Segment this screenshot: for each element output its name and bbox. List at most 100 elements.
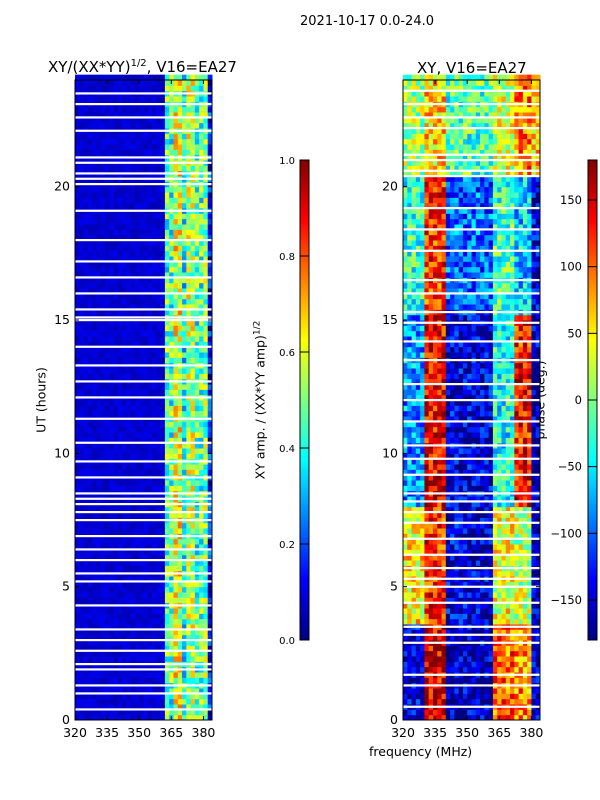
heatmap-cell bbox=[522, 688, 528, 694]
heatmap-cell bbox=[177, 256, 183, 262]
heatmap-cell bbox=[152, 229, 157, 236]
heatmap-cell bbox=[164, 373, 170, 380]
heatmap-cell bbox=[462, 602, 468, 609]
heatmap-cell bbox=[177, 677, 183, 684]
heatmap-cell bbox=[164, 437, 170, 444]
heatmap-cell bbox=[169, 544, 174, 550]
heatmap-cell bbox=[454, 677, 460, 684]
heatmap-cell bbox=[199, 581, 204, 588]
heatmap-cell bbox=[143, 117, 149, 124]
heatmap-cell bbox=[147, 592, 153, 598]
heatmap-cell bbox=[139, 597, 144, 604]
heatmap-cell bbox=[458, 629, 464, 636]
heatmap-cell bbox=[164, 165, 170, 172]
heatmap-cell bbox=[122, 698, 127, 705]
heatmap-cell bbox=[203, 512, 209, 518]
heatmap-cell bbox=[160, 410, 166, 417]
heatmap-cell bbox=[505, 666, 511, 673]
heatmap-cell bbox=[113, 304, 119, 310]
heatmap-cell bbox=[190, 528, 196, 534]
heatmap-cell bbox=[79, 192, 85, 198]
heatmap-cell bbox=[156, 469, 162, 476]
heatmap-cell bbox=[480, 714, 485, 721]
heatmap-cell bbox=[130, 357, 136, 364]
heatmap-cell bbox=[182, 586, 187, 593]
heatmap-cell bbox=[424, 581, 430, 588]
heatmap-cell bbox=[156, 544, 162, 550]
heatmap-cell bbox=[87, 213, 93, 220]
heatmap-cell bbox=[87, 656, 93, 662]
heatmap-cell bbox=[177, 112, 183, 118]
heatmap-cell bbox=[130, 346, 136, 353]
heatmap-cell bbox=[75, 336, 80, 342]
heatmap-cell bbox=[518, 666, 524, 673]
heatmap-cell bbox=[83, 192, 89, 198]
heatmap-cell bbox=[117, 229, 123, 236]
heatmap-cell bbox=[109, 117, 115, 124]
heatmap-cell bbox=[458, 661, 464, 668]
heatmap-cell bbox=[403, 666, 408, 673]
heatmap-cell bbox=[182, 421, 187, 428]
heatmap-cell bbox=[143, 133, 149, 140]
heatmap-cell bbox=[207, 714, 213, 721]
heatmap-cell bbox=[87, 634, 93, 641]
heatmap-cell bbox=[467, 688, 472, 694]
heatmap-cell bbox=[203, 554, 209, 561]
heatmap-cell bbox=[420, 544, 425, 550]
heatmap-cell bbox=[126, 693, 132, 700]
heatmap-cell bbox=[484, 693, 490, 700]
heatmap-cell bbox=[190, 341, 196, 348]
heatmap-cell bbox=[207, 693, 213, 700]
heatmap-cell bbox=[160, 688, 166, 694]
heatmap-cell bbox=[139, 138, 144, 145]
heatmap-cell bbox=[139, 629, 144, 636]
heatmap-cell bbox=[182, 112, 187, 118]
heatmap-cell bbox=[122, 74, 127, 81]
heatmap-cell bbox=[441, 656, 447, 662]
heatmap-cell bbox=[79, 133, 85, 140]
heatmap-cell bbox=[134, 224, 140, 230]
heatmap-cell bbox=[173, 389, 179, 396]
heatmap-cell bbox=[207, 410, 213, 417]
heatmap-cell bbox=[92, 213, 97, 220]
heatmap-cell bbox=[152, 234, 157, 241]
heatmap-cell bbox=[130, 560, 136, 566]
heatmap-cell bbox=[96, 506, 102, 513]
heatmap-cell bbox=[207, 709, 213, 716]
heatmap-cell bbox=[190, 368, 196, 374]
heatmap-cell bbox=[79, 165, 85, 172]
heatmap-cell bbox=[160, 528, 166, 534]
heatmap-cell bbox=[437, 645, 443, 652]
heatmap-cell bbox=[488, 581, 494, 588]
heatmap-cell bbox=[428, 554, 434, 561]
heatmap-cell bbox=[122, 656, 127, 662]
heatmap-cell bbox=[182, 272, 187, 278]
heatmap-cell bbox=[190, 448, 196, 454]
heatmap-cell bbox=[164, 186, 170, 193]
heatmap-cell bbox=[182, 528, 187, 534]
heatmap-cell bbox=[160, 549, 166, 556]
heatmap-cell bbox=[437, 592, 443, 598]
heatmap-cell bbox=[143, 389, 149, 396]
heatmap-cell bbox=[182, 250, 187, 257]
heatmap-cell bbox=[415, 544, 421, 550]
heatmap-cell bbox=[164, 613, 170, 620]
heatmap-cell bbox=[104, 117, 110, 124]
heatmap-cell bbox=[164, 133, 170, 140]
heatmap-cell bbox=[143, 357, 149, 364]
heatmap-cell bbox=[190, 96, 196, 102]
heatmap-cell bbox=[445, 650, 451, 657]
heatmap-cell bbox=[117, 197, 123, 204]
heatmap-cell bbox=[130, 197, 136, 204]
heatmap-cell bbox=[164, 512, 170, 518]
heatmap-cell bbox=[92, 245, 97, 252]
heatmap-cell bbox=[147, 656, 153, 662]
heatmap-cell bbox=[113, 608, 119, 614]
heatmap-cell bbox=[143, 293, 149, 300]
heatmap-cell bbox=[130, 544, 136, 550]
flagged-row bbox=[75, 156, 212, 159]
heatmap-cell bbox=[139, 144, 144, 150]
heatmap-cell bbox=[173, 485, 179, 492]
heatmap-cell bbox=[87, 421, 93, 428]
heatmap-cell bbox=[514, 597, 520, 604]
